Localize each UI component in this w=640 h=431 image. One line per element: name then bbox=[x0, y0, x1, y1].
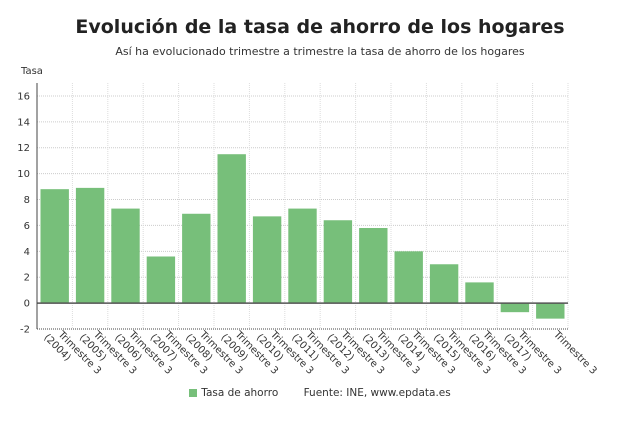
chart-title: Evolución de la tasa de ahorro de los ho… bbox=[75, 16, 565, 38]
y-tick-label: 16 bbox=[17, 91, 30, 102]
y-tick-label: 4 bbox=[24, 247, 30, 258]
y-tick-label: 0 bbox=[24, 299, 30, 310]
bar bbox=[323, 220, 353, 304]
y-tick-label: 8 bbox=[24, 195, 30, 206]
y-tick-label: -2 bbox=[20, 325, 30, 336]
bar bbox=[465, 282, 494, 304]
bar bbox=[75, 187, 105, 304]
chart-subtitle: Así ha evolucionado trimestre a trimestr… bbox=[115, 45, 525, 58]
y-tick-label: 12 bbox=[17, 143, 30, 154]
legend: Tasa de ahorro Fuente: INE, www.epdata.e… bbox=[0, 387, 640, 399]
bar bbox=[429, 264, 459, 304]
y-tick-label: 2 bbox=[24, 273, 30, 284]
bar bbox=[500, 303, 530, 313]
source-note: Fuente: INE, www.epdata.es bbox=[303, 387, 451, 399]
y-tick-label: 14 bbox=[17, 117, 30, 128]
y-axis-label: Tasa bbox=[21, 66, 43, 77]
legend-label: Tasa de ahorro bbox=[201, 387, 279, 399]
bar bbox=[252, 216, 282, 304]
bar bbox=[359, 228, 388, 304]
bar bbox=[111, 208, 140, 304]
y-tick-label: 6 bbox=[24, 221, 30, 232]
y-tick-label: 10 bbox=[17, 169, 30, 180]
bar bbox=[536, 303, 565, 319]
legend-swatch bbox=[189, 389, 198, 397]
bar bbox=[182, 213, 211, 304]
bar bbox=[146, 256, 176, 304]
bar bbox=[288, 208, 317, 304]
bar bbox=[394, 251, 423, 304]
bar bbox=[40, 189, 69, 304]
bar bbox=[217, 154, 246, 304]
